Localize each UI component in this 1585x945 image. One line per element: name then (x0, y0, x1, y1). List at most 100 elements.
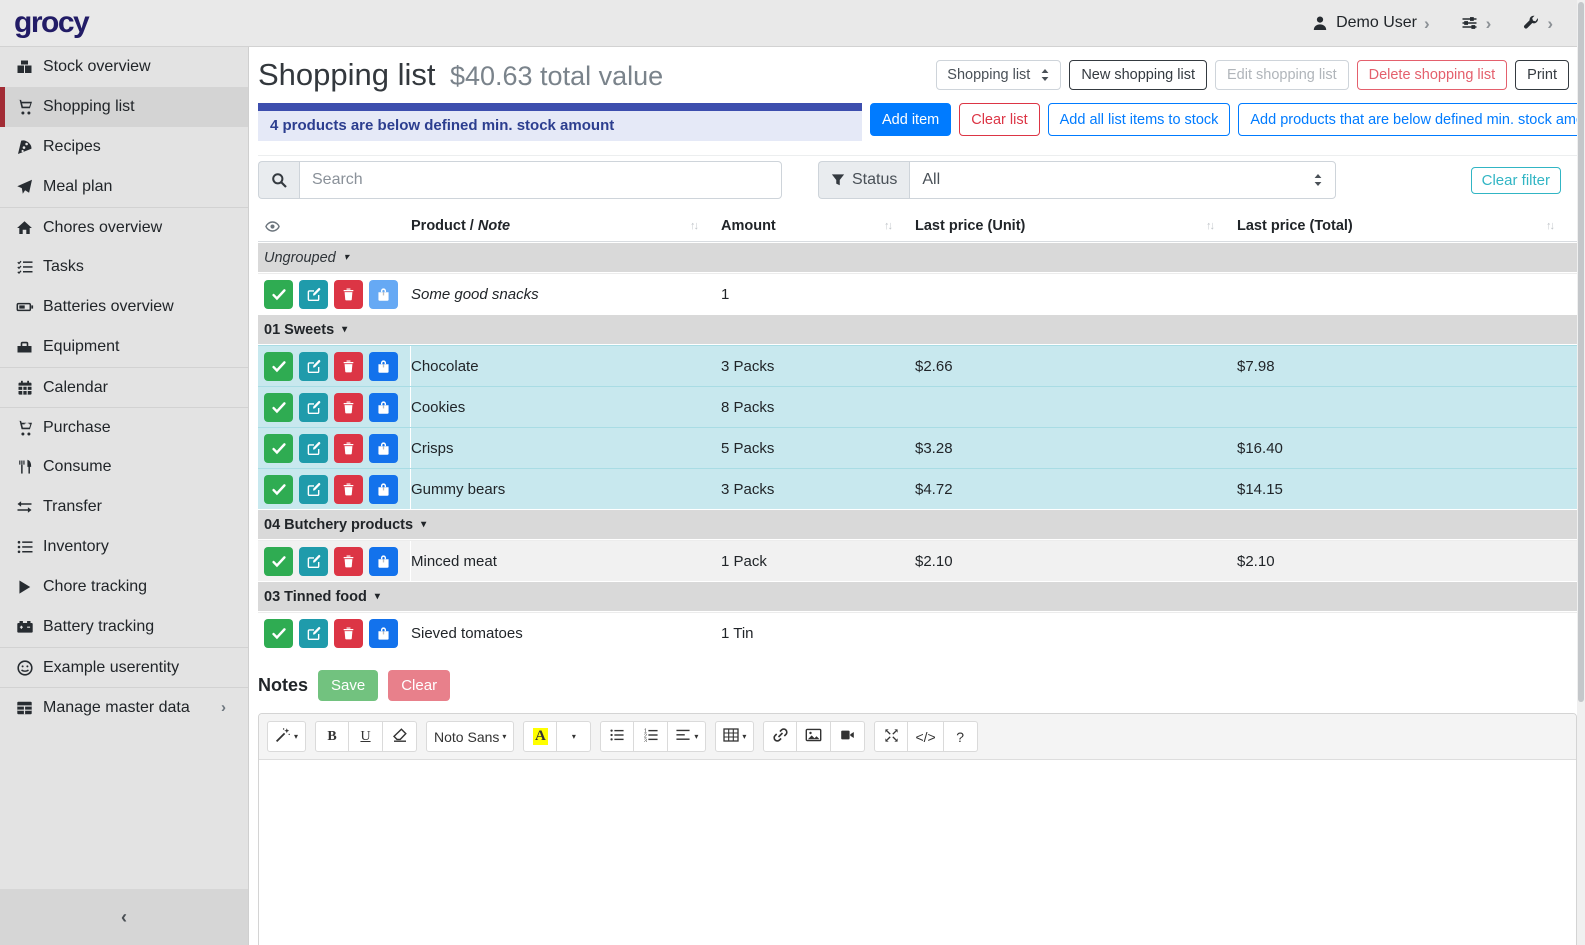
scrollbar-thumb[interactable] (1578, 2, 1584, 702)
sidebar-item-calendar[interactable]: Calendar (0, 367, 248, 407)
mark-done-button[interactable] (264, 547, 293, 576)
new-shopping-list-button[interactable]: New shopping list (1069, 60, 1207, 90)
mark-done-button[interactable] (264, 280, 293, 309)
sidebar-item-inventory[interactable]: Inventory (0, 527, 248, 567)
delete-item-button[interactable] (334, 619, 363, 648)
highlight-color-icon: A (533, 728, 548, 745)
add-all-to-stock-button[interactable]: Add all list items to stock (1048, 103, 1231, 136)
group-header[interactable]: 04 Butchery products▾ (258, 509, 1577, 540)
sidebar-item-tasks[interactable]: Tasks (0, 247, 248, 287)
sidebar-item-battery-tracking[interactable]: Battery tracking (0, 607, 248, 647)
sidebar-item-stock-overview[interactable]: Stock overview (0, 47, 248, 87)
picture-button[interactable] (797, 721, 831, 752)
settings-menu[interactable]: › (1460, 15, 1492, 32)
group-header[interactable]: Ungrouped▾ (258, 242, 1577, 273)
column-product[interactable]: Product / Note ↑↓ (411, 218, 721, 234)
clear-list-button[interactable]: Clear list (959, 103, 1039, 136)
magic-icon (275, 727, 291, 746)
edit-item-button[interactable] (299, 547, 328, 576)
delete-item-button[interactable] (334, 352, 363, 381)
sidebar-item-example-userentity[interactable]: Example userentity (0, 647, 248, 687)
unordered-list-button[interactable] (600, 721, 634, 752)
notes-clear-button[interactable]: Clear (388, 670, 450, 701)
edit-item-button[interactable] (299, 393, 328, 422)
font-color-button[interactable]: A (523, 721, 557, 752)
sidebar-item-chores-overview[interactable]: Chores overview (0, 207, 248, 247)
product-name: Sieved tomatoes (411, 625, 721, 642)
add-to-stock-button[interactable] (369, 280, 398, 309)
delete-item-button[interactable] (334, 475, 363, 504)
bold-button[interactable]: B (315, 721, 349, 752)
add-to-stock-button[interactable] (369, 619, 398, 648)
edit-shopping-list-button[interactable]: Edit shopping list (1215, 60, 1349, 90)
shopping-list-select[interactable]: Shopping list (936, 60, 1061, 90)
add-to-stock-button[interactable] (369, 547, 398, 576)
link-button[interactable] (763, 721, 797, 752)
mark-done-button[interactable] (264, 393, 293, 422)
delete-item-button[interactable] (334, 434, 363, 463)
style-button[interactable]: ▾ (267, 721, 306, 752)
delete-item-button[interactable] (334, 393, 363, 422)
status-select[interactable]: All (909, 161, 1336, 199)
ordered-list-button[interactable]: 123 (634, 721, 668, 752)
font-select[interactable]: Noto Sans▾ (426, 721, 514, 752)
mark-done-button[interactable] (264, 619, 293, 648)
sidebar-collapse-button[interactable]: ‹ (0, 889, 248, 945)
mark-done-button[interactable] (264, 475, 293, 504)
edit-item-button[interactable] (299, 434, 328, 463)
sidebar-item-purchase[interactable]: Purchase (0, 407, 248, 447)
eye-icon[interactable] (258, 219, 411, 234)
more-colors-button[interactable]: ▾ (557, 721, 591, 752)
delete-item-button[interactable] (334, 547, 363, 576)
fullscreen-button[interactable] (874, 721, 908, 752)
add-below-min-button[interactable]: Add products that are below defined min.… (1238, 103, 1577, 136)
admin-menu[interactable]: › (1521, 15, 1553, 32)
sidebar-item-transfer[interactable]: Transfer (0, 487, 248, 527)
sidebar-item-meal-plan[interactable]: Meal plan (0, 167, 248, 207)
clear-filter-button[interactable]: Clear filter (1471, 167, 1561, 194)
add-to-stock-button[interactable] (369, 475, 398, 504)
paragraph-button[interactable]: ▾ (668, 721, 706, 752)
column-last-price-total[interactable]: Last price (Total) ↑↓ (1237, 218, 1577, 234)
group-header[interactable]: 01 Sweets▾ (258, 314, 1577, 345)
sidebar-item-shopping-list[interactable]: Shopping list (0, 87, 248, 127)
sidebar-item-equipment[interactable]: Equipment (0, 327, 248, 367)
app-logo[interactable]: grocy (14, 8, 88, 38)
add-to-stock-button[interactable] (369, 393, 398, 422)
video-button[interactable] (831, 721, 865, 752)
delete-item-button[interactable] (334, 280, 363, 309)
alert-text: 4 products are below defined min. stock … (258, 111, 862, 141)
edit-item-button[interactable] (299, 352, 328, 381)
group-header[interactable]: 03 Tinned food▾ (258, 581, 1577, 612)
sidebar-item-chore-tracking[interactable]: Chore tracking (0, 567, 248, 607)
sidebar-item-batteries-overview[interactable]: Batteries overview (0, 287, 248, 327)
sidebar-item-consume[interactable]: Consume (0, 447, 248, 487)
user-menu[interactable]: Demo User › (1310, 14, 1430, 32)
edit-item-button[interactable] (299, 475, 328, 504)
sidebar-item-recipes[interactable]: Recipes (0, 127, 248, 167)
clear-format-button[interactable] (383, 721, 417, 752)
edit-item-button[interactable] (299, 280, 328, 309)
print-button[interactable]: Print (1515, 60, 1569, 90)
sidebar-item-label: Consume (43, 458, 111, 476)
underline-button[interactable]: U (349, 721, 383, 752)
min-stock-alert[interactable]: 4 products are below defined min. stock … (258, 103, 862, 141)
sidebar-item-manage-master-data[interactable]: Manage master data› (0, 687, 248, 727)
mark-done-button[interactable] (264, 434, 293, 463)
column-amount[interactable]: Amount ↑↓ (721, 218, 915, 234)
mark-done-button[interactable] (264, 352, 293, 381)
add-to-stock-button[interactable] (369, 352, 398, 381)
help-button[interactable]: ? (944, 721, 978, 752)
editor-content[interactable] (259, 760, 1576, 945)
search-input[interactable] (299, 161, 782, 199)
edit-icon (306, 359, 322, 374)
add-item-button[interactable]: Add item (870, 103, 951, 136)
table-button[interactable]: ▾ (715, 721, 754, 752)
vertical-scrollbar[interactable] (1577, 0, 1585, 945)
notes-save-button[interactable]: Save (318, 670, 378, 701)
delete-shopping-list-button[interactable]: Delete shopping list (1357, 60, 1508, 90)
edit-item-button[interactable] (299, 619, 328, 648)
column-last-price-unit[interactable]: Last price (Unit) ↑↓ (915, 218, 1237, 234)
add-to-stock-button[interactable] (369, 434, 398, 463)
code-view-button[interactable]: </> (908, 721, 943, 752)
